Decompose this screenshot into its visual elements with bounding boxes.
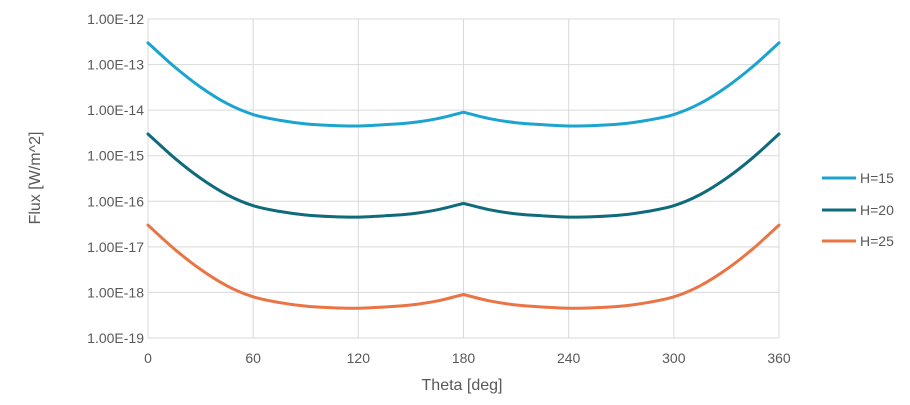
legend-label-h-25: H=25 [860,233,894,249]
x-tick-label: 180 [452,350,476,366]
y-tick-label: 1.00E-14 [87,102,144,118]
y-axis-tick-labels: 1.00E-12 1.00E-13 1.00E-14 1.00E-15 1.00E-16… [87,11,144,346]
x-tick-label: 240 [557,350,581,366]
x-tick-label: 0 [144,350,152,366]
x-tick-label: 60 [245,350,261,366]
legend-label-h-20: H=20 [860,202,894,218]
legend: H=15 H=20 H=25 [822,170,894,249]
series-line-h-15 [146,41,781,128]
x-tick-label: 360 [767,350,791,366]
series-line-h-20 [146,132,781,219]
y-tick-label: 1.00E-17 [87,239,144,255]
series-line-h-25 [146,223,781,310]
x-axis-title: Theta [deg] [422,377,503,394]
y-tick-label: 1.00E-16 [87,193,144,209]
x-axis-tick-labels: 0 60 120 180 240 300 360 [144,350,791,366]
x-tick-label: 300 [662,350,686,366]
x-tick-label: 120 [347,350,371,366]
grid [147,18,780,339]
legend-label-h-15: H=15 [860,170,894,186]
y-axis-title: Flux [W/m^2] [27,132,44,225]
y-tick-label: 1.00E-18 [87,284,144,300]
y-tick-label: 1.00E-13 [87,57,144,73]
y-tick-label: 1.00E-19 [87,330,144,346]
y-tick-label: 1.00E-12 [87,11,144,27]
y-tick-label: 1.00E-15 [87,148,144,164]
plot-area [146,41,781,310]
